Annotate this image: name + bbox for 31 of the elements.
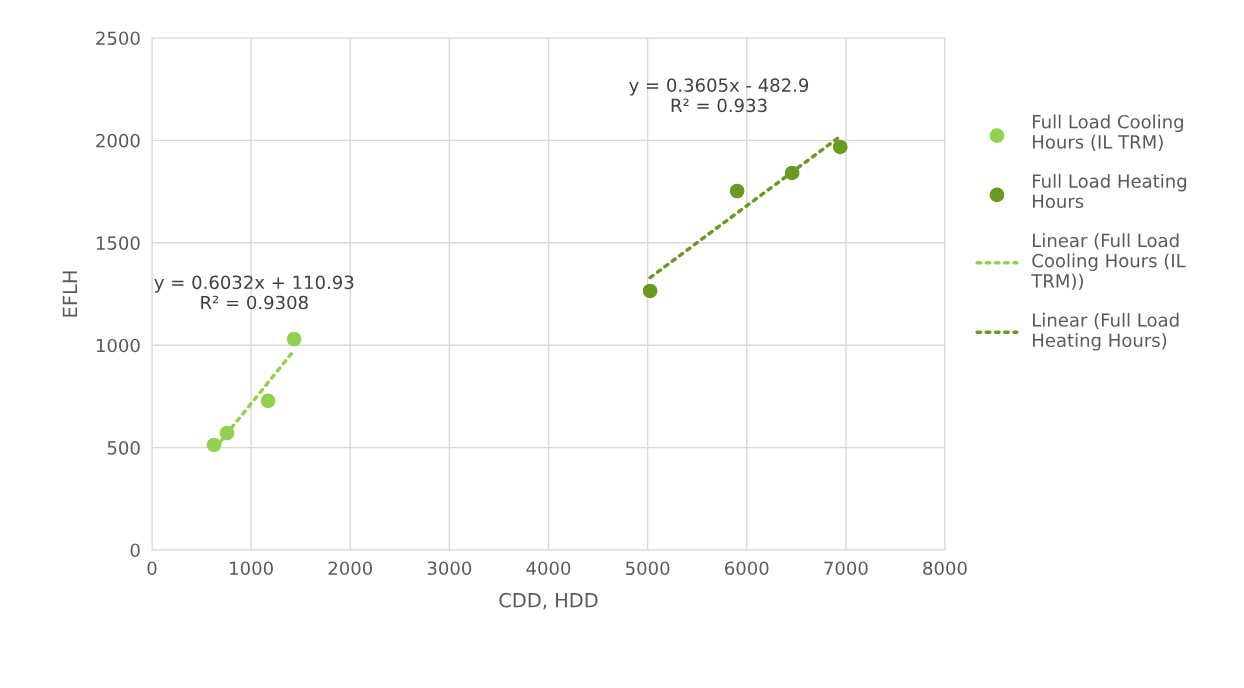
annotation: y = 0.3605x - 482.9 R² = 0.933 — [629, 78, 809, 113]
point — [219, 425, 235, 441]
point — [642, 283, 658, 299]
x-tick-label: 0 — [147, 561, 157, 576]
x-tick-label: 1000 — [230, 561, 273, 576]
legend-label: Linear (Full Load Cooling Hours (IL TRM)) — [1031, 233, 1186, 290]
point — [729, 183, 745, 199]
point — [286, 331, 302, 347]
x-tick-label: 8000 — [923, 561, 967, 576]
point — [206, 437, 222, 453]
point — [784, 165, 800, 181]
legend-label: Full Load Heating Hours — [1033, 173, 1187, 209]
legend-label: Full Load Cooling Hours (IL TRM) — [1033, 114, 1183, 151]
y-tick-label: 2500 — [96, 31, 140, 46]
y-tick-label: 500 — [107, 441, 140, 455]
x-tick-label: 4000 — [526, 561, 571, 576]
x-tick-label: 7000 — [824, 561, 868, 576]
x-axis-title: CDD, HDD — [499, 592, 598, 610]
legend-label: Linear (Full Load Heating Hours) — [1033, 312, 1179, 351]
point — [832, 139, 848, 155]
annotation: y = 0.6032x + 110.93 R² = 0.9308 — [154, 275, 354, 310]
x-tick-label: 2000 — [328, 561, 373, 576]
x-tick-label: 3000 — [427, 561, 472, 576]
point — [260, 393, 276, 409]
y-tick-label: 1500 — [96, 236, 140, 250]
y-tick-label: 0 — [130, 543, 140, 558]
x-tick-label: 6000 — [725, 561, 769, 576]
x-tick-label: 5000 — [626, 561, 670, 576]
y-tick-label: 2000 — [96, 133, 140, 148]
y-axis-title: EFLH — [62, 271, 77, 317]
y-tick-label: 1000 — [96, 338, 140, 353]
